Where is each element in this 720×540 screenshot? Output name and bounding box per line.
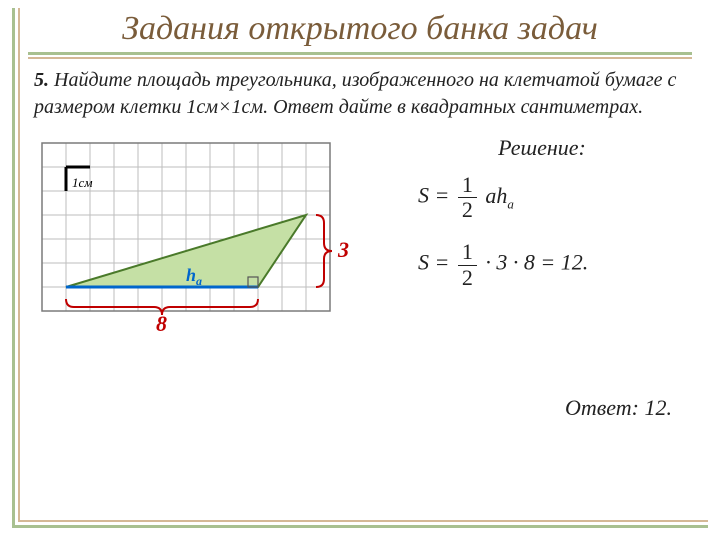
diagram-svg: 1см 38ha (34, 135, 374, 365)
triangle-diagram: 1см 38ha (34, 135, 374, 365)
diagram-column: 1см 38ha (34, 135, 374, 365)
title-underline (28, 52, 692, 55)
svg-text:8: 8 (156, 311, 167, 336)
svg-text:3: 3 (337, 237, 349, 262)
svg-text:1см: 1см (72, 175, 93, 190)
